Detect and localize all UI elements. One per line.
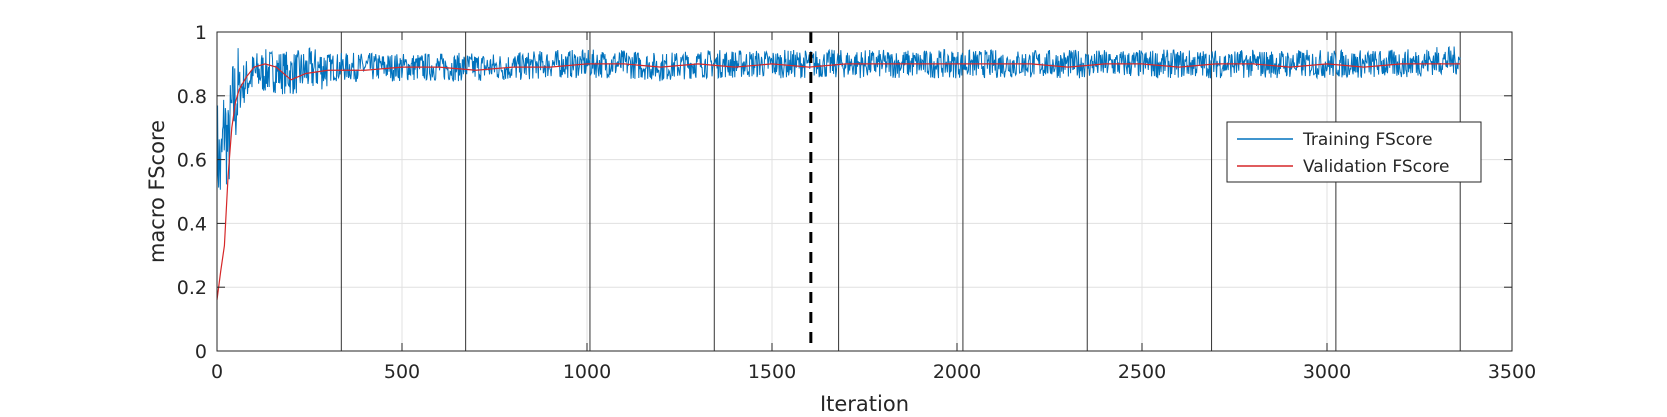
y-tick-label: 0.4	[177, 213, 207, 235]
validation-fscore-line	[216, 63, 1461, 301]
legend: Training FScore Validation FScore	[1226, 121, 1482, 183]
series	[216, 46, 1461, 301]
plot-frame	[216, 31, 1513, 352]
x-tick-label: 500	[384, 361, 420, 383]
epoch-boundaries	[340, 32, 1461, 351]
x-tick-label: 1000	[563, 361, 611, 383]
x-axis-title: Iteration	[820, 392, 909, 416]
x-tick-label: 2500	[1118, 361, 1166, 383]
legend-box	[1226, 121, 1482, 183]
x-tick-label: 3000	[1303, 361, 1351, 383]
training-fscore-line	[216, 46, 1461, 195]
y-tick-label: 0.6	[177, 150, 207, 172]
legend-label-validation: Validation FScore	[1303, 157, 1449, 177]
x-tick-label: 1500	[748, 361, 796, 383]
ticks: 0 500 1000 1500 2000 2500 3000 3500 0 0.2 0.4 0.6 0.…	[177, 22, 1536, 383]
legend-label-training: Training FScore	[1302, 130, 1433, 150]
y-axis-title: macro FScore	[145, 120, 169, 263]
x-tick-label: 3500	[1488, 361, 1536, 383]
y-tick-label: 0	[195, 341, 207, 363]
y-tick-label: 0.8	[177, 86, 207, 108]
x-tick-label: 0	[211, 361, 223, 383]
x-tick-label: 2000	[933, 361, 981, 383]
y-tick-label: 1	[195, 22, 207, 44]
y-tick-label: 0.2	[177, 277, 207, 299]
